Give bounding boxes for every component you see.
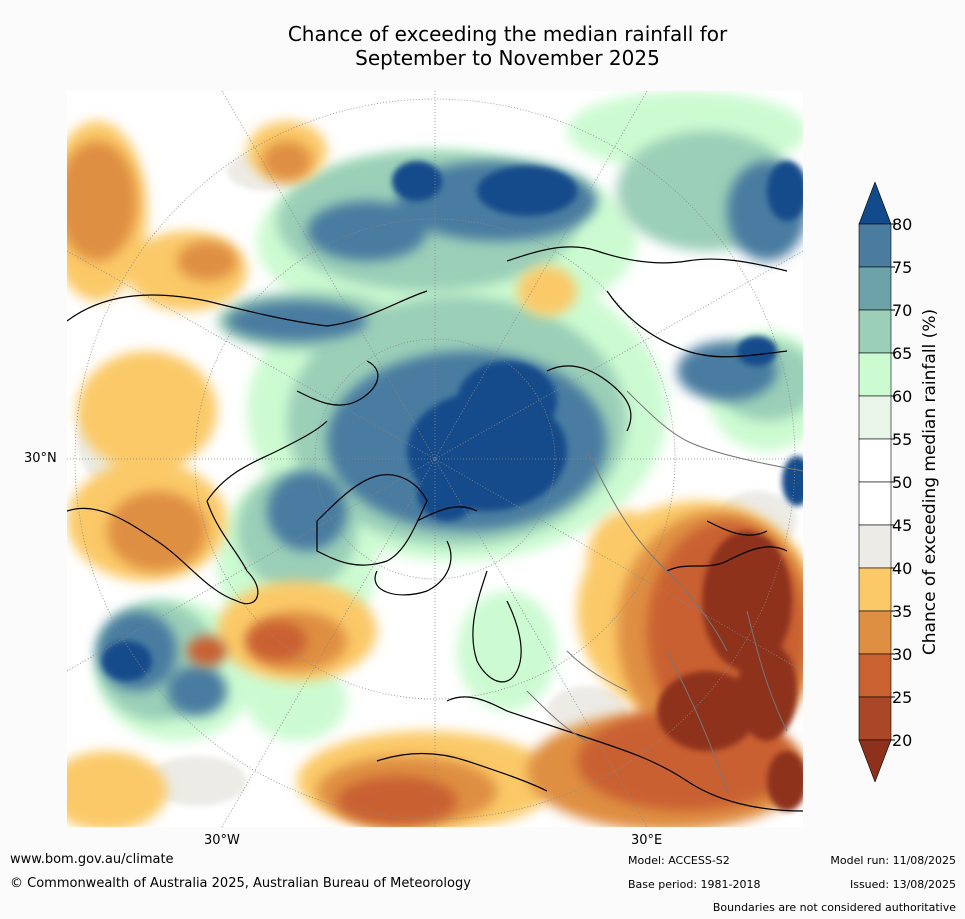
chart-title: Chance of exceeding the median rainfall … — [130, 22, 885, 70]
colorbar-arrow-max — [858, 181, 892, 225]
disclaimer-text: Boundaries are not considered authoritat… — [712, 901, 956, 914]
colorbar-graphic: 80 75 70 65 60 55 50 45 40 35 30 25 20 — [858, 181, 912, 783]
colorbar-tick-label: 20 — [892, 731, 912, 750]
colorbar-tick-label: 55 — [892, 430, 912, 449]
colorbar-bin — [858, 524, 892, 569]
colorbar-bin — [858, 395, 892, 440]
graticule — [67, 91, 803, 827]
title-line-2: September to November 2025 — [355, 46, 660, 70]
colorbar-tick-label: 45 — [892, 516, 912, 535]
colorbar-bin — [858, 696, 892, 741]
colorbar-tick-label: 35 — [892, 602, 912, 621]
colorbar: 80 75 70 65 60 55 50 45 40 35 30 25 20 — [858, 181, 912, 783]
colorbar-tick-label: 25 — [892, 688, 912, 707]
colorbar-bin — [858, 352, 892, 397]
coastlines — [67, 246, 803, 812]
colorbar-tick-label: 65 — [892, 344, 912, 363]
colorbar-tick-label: 60 — [892, 387, 912, 406]
colorbar-bin — [858, 481, 892, 526]
colorbar-tick-label: 75 — [892, 258, 912, 277]
colorbar-tick-label: 70 — [892, 301, 912, 320]
longitude-label-30w: 30°W — [204, 833, 240, 848]
colorbar-bin — [858, 438, 892, 483]
base-period-text: Base period: 1981-2018 — [628, 878, 761, 891]
colorbar-bin — [858, 223, 892, 268]
colorbar-bin — [858, 567, 892, 612]
below-median-very-strong — [657, 531, 803, 811]
above-median-very-high — [102, 161, 803, 681]
colorbar-label: Chance of exceeding median rainfall (%) — [920, 308, 940, 656]
colorbar-tick-label: 40 — [892, 559, 912, 578]
model-run-text: Model run: 11/08/2025 — [830, 854, 956, 867]
copyright-text: © Commonwealth of Australia 2025, Austra… — [10, 876, 471, 891]
colorbar-bin — [858, 610, 892, 655]
colorbar-tick-label: 50 — [892, 473, 912, 492]
colorbar-arrow-min — [858, 739, 892, 783]
latitude-label-30n: 30°N — [24, 451, 57, 466]
colorbar-bin — [858, 309, 892, 354]
colorbar-bin — [858, 653, 892, 698]
website-link[interactable]: www.bom.gov.au/climate — [10, 852, 174, 867]
country-borders — [526, 390, 803, 792]
rainfall-map[interactable] — [67, 91, 803, 827]
title-line-1: Chance of exceeding the median rainfall … — [287, 22, 728, 46]
model-text: Model: ACCESS-S2 — [628, 854, 730, 867]
issued-text: Issued: 13/08/2025 — [849, 878, 956, 891]
website-link-text[interactable]: www.bom.gov.au/climate — [10, 852, 174, 867]
longitude-label-30e: 30°E — [631, 833, 663, 848]
colorbar-tick-label: 80 — [892, 215, 912, 234]
colorbar-bin — [858, 266, 892, 311]
colorbar-tick-label: 30 — [892, 645, 912, 664]
